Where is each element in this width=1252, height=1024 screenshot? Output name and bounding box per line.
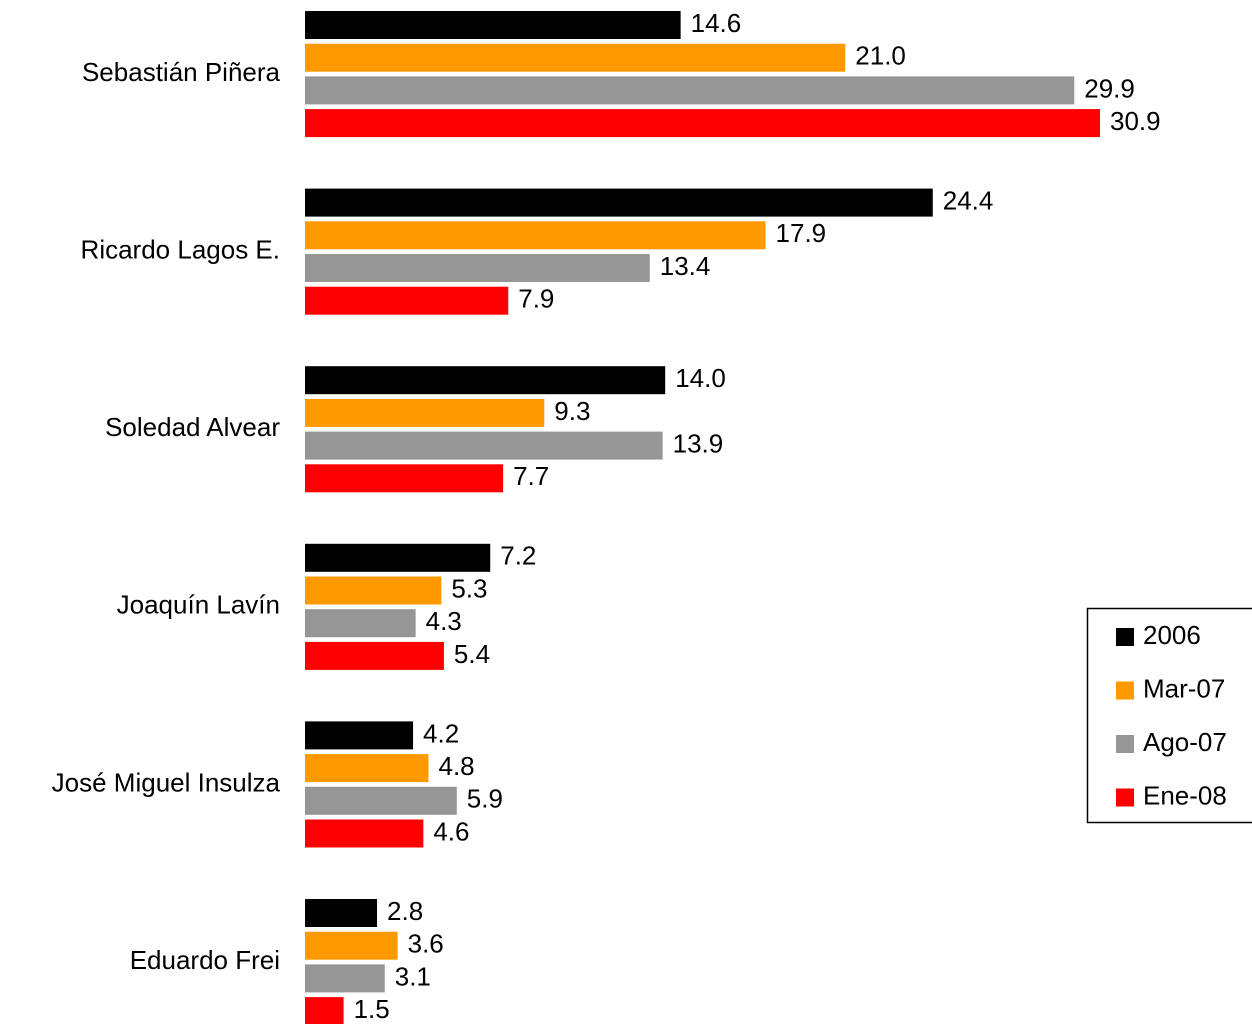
bar	[305, 641, 444, 670]
bar	[305, 254, 650, 282]
category-label: Soledad Alvear	[105, 412, 280, 442]
category-label: Eduardo Frei	[130, 945, 280, 975]
value-label: 7.7	[513, 461, 549, 491]
legend-label: Mar-07	[1143, 673, 1225, 703]
bar	[305, 188, 933, 217]
bar	[305, 366, 666, 395]
value-label: 4.8	[438, 751, 474, 781]
value-label: 30.9	[1110, 106, 1161, 136]
value-label: 4.2	[423, 718, 459, 748]
value-label: 9.3	[554, 396, 590, 426]
bar	[305, 899, 378, 927]
value-label: 14.0	[675, 363, 726, 393]
value-label: 21.0	[855, 41, 906, 71]
value-label: 2.8	[387, 896, 423, 926]
bar	[305, 576, 442, 605]
category-label: José Miguel Insulza	[52, 767, 281, 797]
bar	[305, 431, 663, 460]
bar	[305, 754, 429, 783]
category-label: Joaquín Lavín	[117, 590, 280, 620]
bar	[305, 221, 766, 250]
bar	[305, 76, 1075, 105]
value-label: 14.6	[691, 8, 742, 38]
value-label: 5.3	[451, 573, 487, 603]
bar	[305, 543, 491, 572]
bar	[305, 931, 398, 960]
bar	[305, 11, 681, 39]
bar	[305, 286, 509, 315]
legend-label: 2006	[1143, 620, 1201, 650]
value-label: 5.4	[454, 639, 490, 669]
value-label: 13.9	[673, 428, 724, 458]
value-label: 24.4	[943, 185, 994, 215]
legend-swatch	[1116, 628, 1134, 646]
category-label: Ricardo Lagos E.	[81, 235, 280, 265]
bar	[305, 464, 504, 493]
bar	[305, 43, 846, 72]
value-label: 1.5	[354, 994, 390, 1024]
bar	[305, 997, 344, 1024]
bar	[305, 964, 385, 993]
category-label: Sebastián Piñera	[82, 57, 281, 87]
legend-label: Ene-08	[1143, 780, 1227, 810]
bar	[305, 109, 1100, 138]
value-label: 5.9	[467, 784, 503, 814]
value-label: 17.9	[776, 218, 827, 248]
value-label: 4.6	[433, 816, 469, 846]
legend-label: Ago-07	[1143, 727, 1227, 757]
bar	[305, 609, 416, 638]
value-label: 3.6	[408, 929, 444, 959]
value-label: 29.9	[1084, 73, 1135, 103]
bar	[305, 398, 545, 427]
bar	[305, 721, 414, 750]
value-label: 3.1	[395, 961, 431, 991]
bar	[305, 786, 457, 815]
legend-box	[1086, 607, 1252, 824]
bar	[305, 819, 424, 848]
legend-swatch	[1116, 735, 1134, 753]
value-label: 7.9	[518, 284, 554, 314]
legend-swatch	[1116, 788, 1134, 807]
legend-swatch	[1116, 681, 1134, 700]
value-label: 4.3	[426, 606, 462, 636]
value-label: 7.2	[500, 541, 536, 571]
value-label: 13.4	[660, 251, 711, 281]
